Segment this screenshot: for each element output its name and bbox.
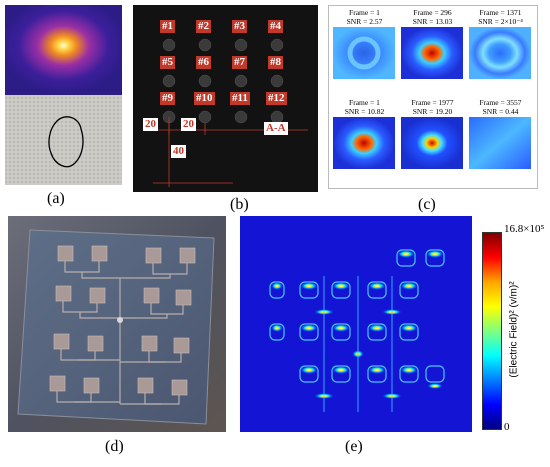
panel-d xyxy=(8,216,226,432)
hole-label-2: #2 xyxy=(196,20,211,33)
caption-c: (c) xyxy=(418,196,436,213)
hole-label-6: #6 xyxy=(196,56,211,69)
frame-cell-5: Frame = 1977 SNR = 19.20 xyxy=(399,98,466,170)
hole-label-5: #5 xyxy=(160,56,175,69)
snr-label-2: SNR = 13.03 xyxy=(412,17,453,26)
frame-label-2: Frame = 296 xyxy=(413,8,452,17)
hole-label-11: #11 xyxy=(230,92,250,105)
panel-a xyxy=(5,5,122,185)
frame-image-6 xyxy=(469,117,531,169)
frame-image-2 xyxy=(401,27,463,79)
frame-cell-6: Frame = 3557 SNR = 0.44 xyxy=(467,98,534,170)
frame-cell-4: Frame = 1 SNR = 10.82 xyxy=(331,98,398,170)
hole-label-3: #3 xyxy=(232,20,247,33)
hole-label-8: #8 xyxy=(268,56,283,69)
specimen-plate xyxy=(133,5,318,192)
snr-label-3: SNR = 2×10⁻⁴ xyxy=(478,17,523,26)
fabric-image xyxy=(5,95,122,185)
caption-e: (e) xyxy=(345,438,363,455)
caption-d: (d) xyxy=(105,438,124,455)
snr-label-6: SNR = 0.44 xyxy=(482,107,519,116)
thermal-image xyxy=(5,5,122,95)
hole-label-4: #4 xyxy=(268,20,283,33)
frame-image-5 xyxy=(401,117,463,169)
panel-b: #1 #2 #3 #4 #5 #6 #7 #8 #9 #10 #11 #12 2… xyxy=(133,5,318,192)
defect-outline xyxy=(48,116,84,168)
hole-label-7: #7 xyxy=(232,56,247,69)
hole-label-1: #1 xyxy=(160,20,175,33)
panel-a-images xyxy=(5,5,122,185)
panel-e xyxy=(240,216,472,432)
panel-c: Frame = 1 SNR = 2.57 Frame = 296 SNR = 1… xyxy=(328,5,538,189)
hole-label-9: #9 xyxy=(160,92,175,105)
antenna-array-photo xyxy=(8,216,226,432)
snr-label-4: SNR = 10.82 xyxy=(344,107,385,116)
caption-b: (b) xyxy=(230,196,249,213)
colorbar-min-label: 0 xyxy=(504,421,510,433)
frame-image-4 xyxy=(333,117,395,169)
frame-label-5: Frame = 1977 xyxy=(411,98,454,107)
colorbar-max-label: 16.8×10⁵ xyxy=(504,223,545,235)
snr-label-1: SNR = 2.57 xyxy=(346,17,383,26)
frame-image-3 xyxy=(469,27,531,79)
electric-field-map xyxy=(240,216,472,432)
frame-cell-3: Frame = 1371 SNR = 2×10⁻⁴ xyxy=(467,8,534,80)
frame-label-6: Frame = 3557 xyxy=(479,98,522,107)
frame-label-1: Frame = 1 xyxy=(349,8,380,17)
frame-cell-1: Frame = 1 SNR = 2.57 xyxy=(331,8,398,80)
caption-a: (a) xyxy=(47,190,65,207)
hole-label-12: #12 xyxy=(266,92,287,105)
dimension-label-vertical: 40 xyxy=(171,145,186,158)
frame-label-4: Frame = 1 xyxy=(349,98,380,107)
section-label: A-A xyxy=(264,122,288,135)
hole-label-10: #10 xyxy=(194,92,215,105)
snr-label-5: SNR = 19.20 xyxy=(412,107,453,116)
colorbar xyxy=(482,232,502,430)
frame-cell-2: Frame = 296 SNR = 13.03 xyxy=(399,8,466,80)
colorbar-axis-label: (Electric Field)² (v/m)² xyxy=(508,281,520,378)
frame-label-3: Frame = 1371 xyxy=(479,8,522,17)
dimension-label-left: 20 xyxy=(143,118,158,131)
dimension-label-spacing: 20 xyxy=(181,118,196,131)
frame-image-1 xyxy=(333,27,395,79)
